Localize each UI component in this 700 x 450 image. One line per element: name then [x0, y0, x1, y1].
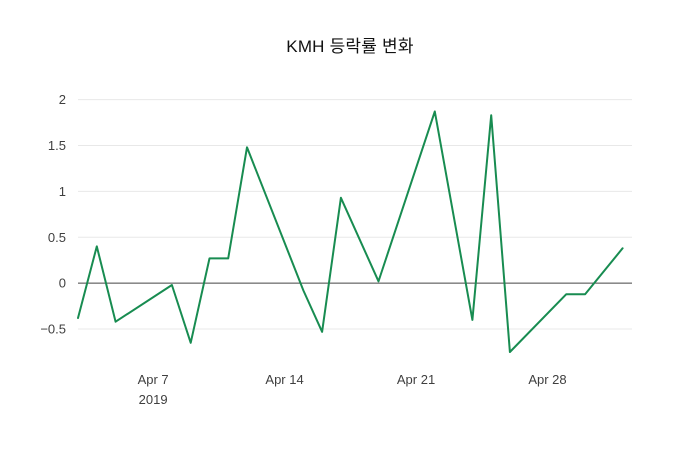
- y-tick-label: 1: [59, 184, 66, 199]
- series-line: [77, 110, 624, 353]
- chart-title: KMH 등락률 변화: [286, 37, 414, 56]
- x-tick-sublabel: 2019: [139, 392, 168, 407]
- y-tick-label: 0: [59, 276, 66, 291]
- y-tick-label: 1.5: [48, 138, 66, 153]
- x-tick-label: Apr 7: [138, 372, 169, 387]
- x-tick-label: Apr 28: [528, 372, 566, 387]
- x-tick-label: Apr 21: [397, 372, 435, 387]
- y-tick-label: 0.5: [48, 230, 66, 245]
- x-tick-label: Apr 14: [265, 372, 303, 387]
- y-tick-label: −0.5: [40, 322, 66, 337]
- y-tick-label: 2: [59, 92, 66, 107]
